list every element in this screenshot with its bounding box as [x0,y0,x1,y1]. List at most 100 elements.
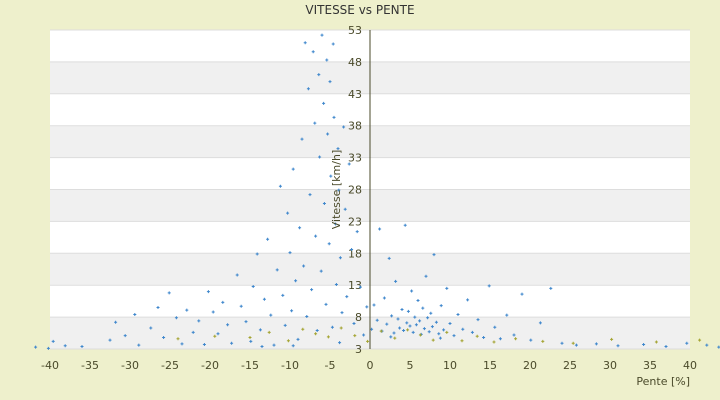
data-point [272,343,276,347]
data-point [334,222,338,226]
data-point [345,295,349,299]
chart-title: VITESSE vs PENTE [305,3,414,17]
data-point [176,337,180,341]
data-point [221,300,225,304]
data-point [342,125,346,129]
data-point [114,320,118,324]
data-point [355,230,359,234]
data-point [431,338,435,342]
data-point [302,264,306,268]
data-point [300,137,304,141]
data-point [505,313,509,317]
x-tick-label: 25 [563,359,577,372]
data-point [306,87,310,91]
data-point [291,344,295,348]
data-point [456,313,460,317]
data-point [398,326,402,330]
data-point [574,343,578,347]
data-point [338,256,342,260]
data-point [291,167,295,171]
data-point [406,328,410,332]
data-point [266,237,270,241]
x-tick-label: 35 [643,359,657,372]
data-point [426,316,430,320]
data-point [402,328,406,332]
data-point [616,344,620,348]
data-point [343,207,347,211]
data-point [334,283,338,287]
data-point [338,341,342,345]
data-point [311,50,315,54]
data-point [378,227,382,231]
data-point [685,341,689,345]
data-point [290,309,294,313]
x-axis-ticks: -40 -35 -30 -25 -20 -15 -10 -5 0 5 10 15 20 25 30 35 40 [41,359,697,372]
data-point [63,344,67,348]
data-point [267,330,271,334]
data-point [430,325,434,329]
data-point [418,319,422,323]
x-tick-label: -35 [81,359,99,372]
data-point [51,339,55,343]
data-point [389,335,393,339]
data-points [34,33,720,350]
data-point [156,306,160,310]
data-point [329,174,333,178]
data-point [347,162,351,166]
data-point [322,202,326,206]
data-point [326,335,330,339]
data-point [251,284,255,288]
data-point [149,326,153,330]
data-point [400,307,404,311]
data-point [460,339,464,343]
data-point [294,279,298,283]
data-point [288,251,292,255]
data-point [244,320,248,324]
y-tick-label: 23 [348,215,362,228]
data-point [410,289,414,293]
data-point [318,155,322,159]
data-point [174,316,178,320]
data-point [332,115,336,119]
data-point [439,304,443,308]
data-point [379,329,383,333]
x-tick-label: -25 [161,359,179,372]
data-point [197,319,201,323]
data-point [358,285,362,289]
data-point [514,337,518,341]
y-tick-label: 43 [348,88,362,101]
data-point [305,314,309,318]
data-point [123,334,127,338]
data-point [705,343,709,347]
data-point [310,288,314,292]
data-point [319,269,323,273]
data-point [337,188,341,192]
data-point [549,286,553,290]
data-point [466,298,470,302]
y-tick-label: 3 [355,343,362,356]
data-point [248,336,252,340]
data-point [325,58,329,62]
data-point [275,268,279,272]
x-tick-label: -20 [201,359,219,372]
data-point [314,234,318,238]
y-tick-label: 53 [348,24,362,37]
data-point [314,332,318,336]
data-point [375,318,379,322]
data-point [405,321,409,325]
data-point [392,331,396,335]
data-point [394,279,398,283]
data-point [301,327,305,331]
data-point [255,252,259,256]
data-point [216,332,220,336]
data-point [512,333,516,337]
data-point [406,309,410,313]
x-tick-label: 0 [367,359,374,372]
data-point [366,339,370,343]
data-point [385,322,389,326]
data-point [330,325,334,329]
data-point [498,337,502,341]
data-point [269,313,273,317]
